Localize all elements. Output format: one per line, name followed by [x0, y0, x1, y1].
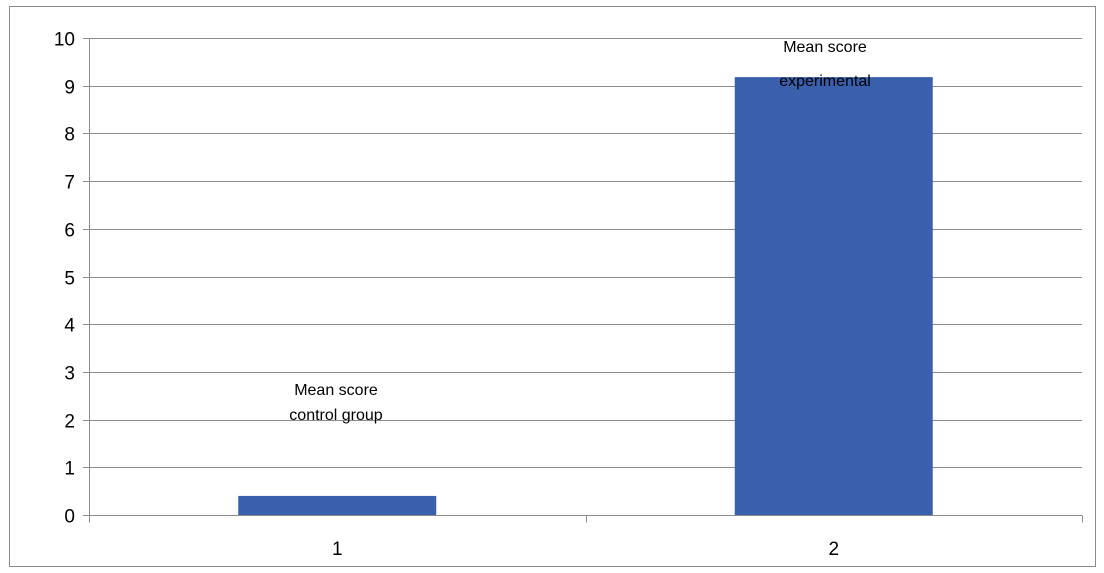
chart-frame: 0 1 2 3 4 5 6 7 8 9 10 1 2 Mean score control group Me…: [9, 6, 1096, 567]
y-tick-label: 1: [64, 459, 75, 480]
y-tick-label: 3: [64, 364, 75, 385]
y-tick-label: 8: [64, 125, 75, 146]
y-tick-label: 0: [64, 507, 75, 528]
gridlines: [89, 38, 1082, 468]
annotations: Mean score control group Mean score experim…: [289, 39, 871, 424]
y-tick-label: 7: [64, 173, 75, 194]
annotation-text: Mean score: [783, 39, 867, 56]
y-tick-label: 5: [64, 269, 75, 290]
y-tick-label: 4: [64, 316, 75, 337]
y-tick-label: 6: [64, 221, 75, 242]
tick-labels: 0 1 2 3 4 5 6 7 8 9 10 1 2: [54, 30, 839, 561]
x-tick-label: 2: [828, 539, 839, 560]
bar: [238, 495, 437, 515]
annotation-text: experimental: [779, 73, 871, 90]
y-tick-label: 10: [54, 30, 75, 51]
x-tick-label: 1: [332, 539, 343, 560]
annotation-text: control group: [289, 407, 382, 424]
bar: [734, 77, 933, 515]
annotation-text: Mean score: [294, 382, 378, 399]
y-tick-label: 9: [64, 78, 75, 99]
axes: [83, 38, 1083, 523]
bars: [238, 77, 933, 515]
y-tick-label: 2: [64, 412, 75, 433]
